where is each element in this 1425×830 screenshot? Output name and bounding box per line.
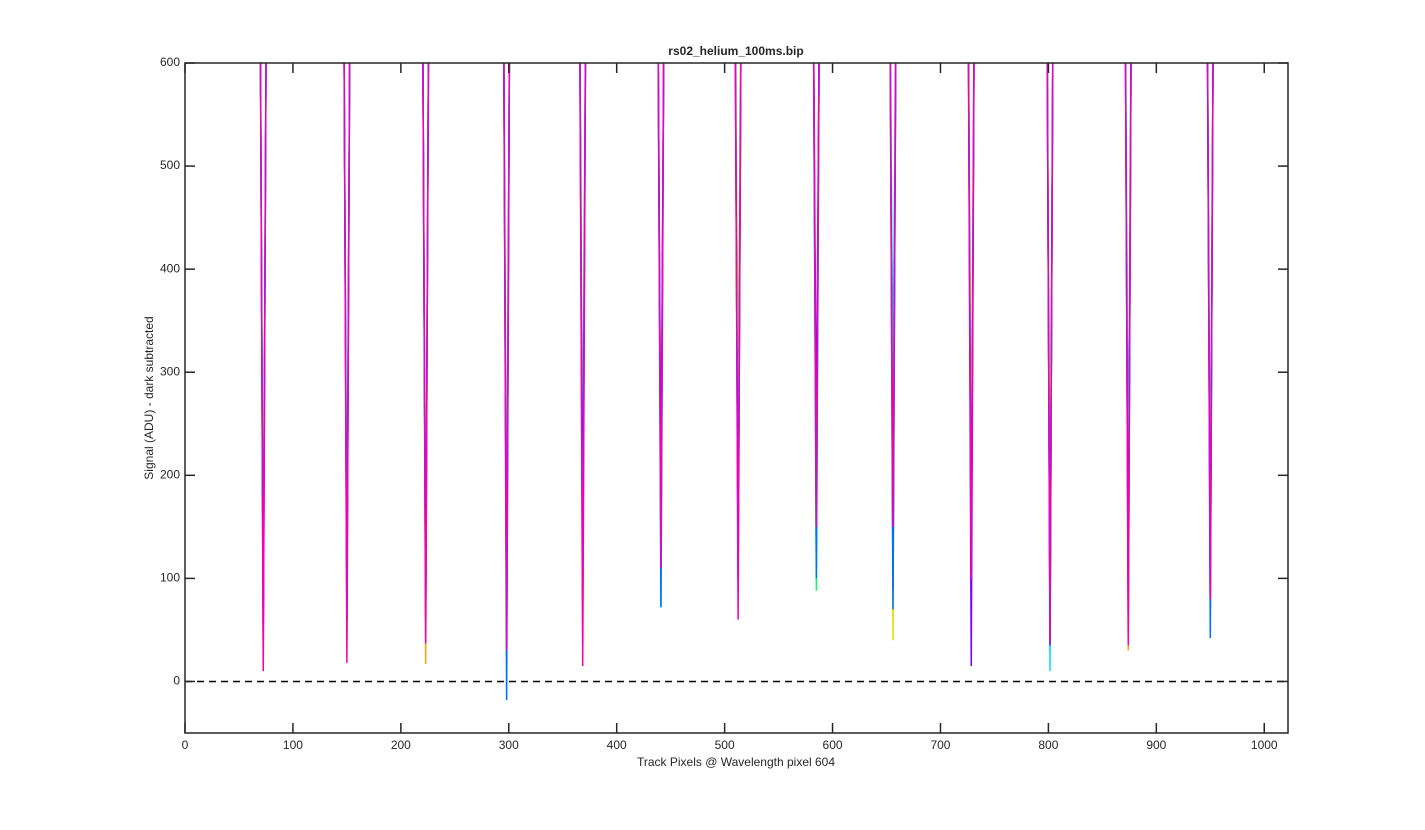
y-tick-label: 400 <box>160 261 180 275</box>
y-tick-label: 0 <box>173 674 180 688</box>
series-line <box>259 63 1214 672</box>
y-tick-label: 500 <box>160 158 180 172</box>
chart-title: rs02_helium_100ms.bip <box>668 44 803 58</box>
x-tick-label: 200 <box>391 738 411 752</box>
x-tick-label: 600 <box>823 738 843 752</box>
y-axis-label: Signal (ADU) - dark subtracted <box>142 316 156 479</box>
y-tick-label: 600 <box>160 55 180 69</box>
x-tick-label: 0 <box>182 738 189 752</box>
x-tick-label: 400 <box>607 738 627 752</box>
y-tick-label: 100 <box>160 571 180 585</box>
x-tick-label: 800 <box>1038 738 1058 752</box>
x-tick-label: 300 <box>499 738 519 752</box>
x-tick-label: 700 <box>930 738 950 752</box>
x-tick-label: 500 <box>715 738 735 752</box>
y-tick-label: 300 <box>160 364 180 378</box>
x-tick-label: 100 <box>283 738 303 752</box>
x-axis-label: Track Pixels @ Wavelength pixel 604 <box>637 755 835 769</box>
plot-area <box>185 63 1288 701</box>
y-tick-label: 200 <box>160 467 180 481</box>
x-tick-label: 900 <box>1146 738 1166 752</box>
axes-box <box>184 62 1289 734</box>
x-tick-label: 1000 <box>1251 738 1278 752</box>
